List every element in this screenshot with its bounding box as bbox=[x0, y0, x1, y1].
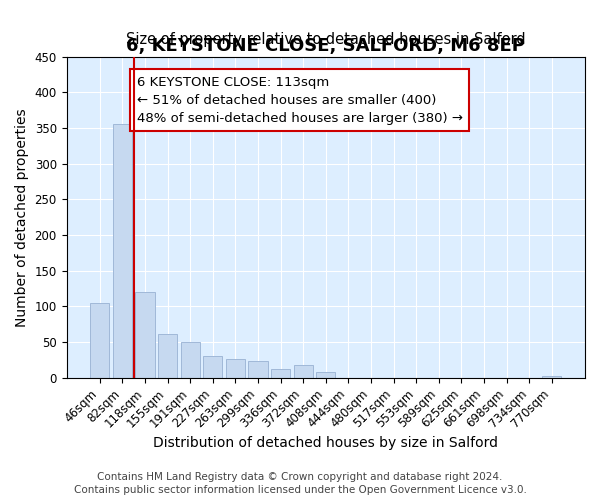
Bar bbox=[248, 360, 268, 378]
Title: 6, KEYSTONE CLOSE, SALFORD, M6 8EP: 6, KEYSTONE CLOSE, SALFORD, M6 8EP bbox=[127, 37, 525, 55]
Bar bbox=[316, 372, 335, 378]
Bar bbox=[226, 360, 245, 378]
Bar bbox=[158, 334, 177, 378]
Text: Size of property relative to detached houses in Salford: Size of property relative to detached ho… bbox=[126, 32, 526, 47]
Bar bbox=[181, 342, 200, 378]
Bar bbox=[271, 368, 290, 378]
Bar bbox=[136, 292, 155, 378]
Text: Contains HM Land Registry data © Crown copyright and database right 2024.
Contai: Contains HM Land Registry data © Crown c… bbox=[74, 472, 526, 495]
Bar bbox=[90, 303, 109, 378]
Bar bbox=[542, 376, 562, 378]
Bar bbox=[293, 365, 313, 378]
Y-axis label: Number of detached properties: Number of detached properties bbox=[15, 108, 29, 326]
Bar bbox=[113, 124, 132, 378]
X-axis label: Distribution of detached houses by size in Salford: Distribution of detached houses by size … bbox=[153, 436, 498, 450]
Text: 6 KEYSTONE CLOSE: 113sqm
← 51% of detached houses are smaller (400)
48% of semi-: 6 KEYSTONE CLOSE: 113sqm ← 51% of detach… bbox=[137, 76, 463, 125]
Bar bbox=[203, 356, 223, 378]
